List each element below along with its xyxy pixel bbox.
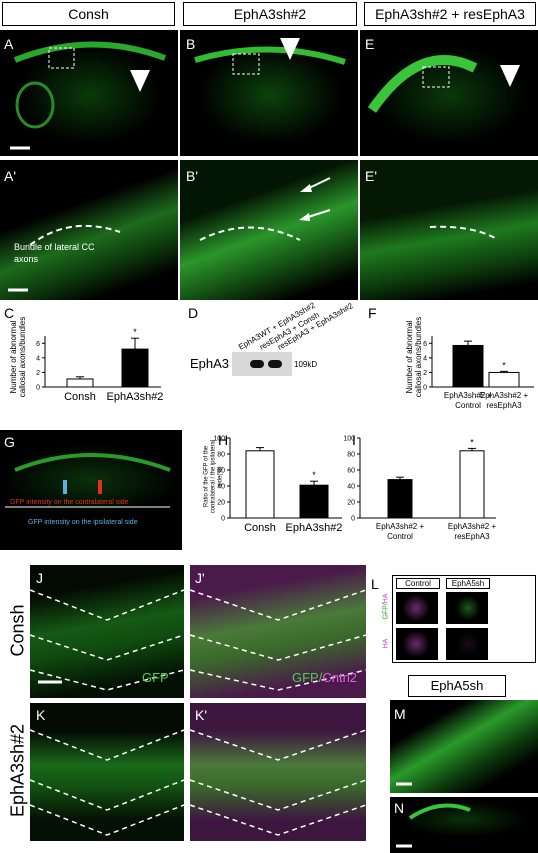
- arrow: [299, 213, 310, 221]
- x-tick-label: EphA3sh#2 + Control: [375, 522, 425, 541]
- dashed-outline: [29, 224, 121, 246]
- dashed-outline: [29, 779, 185, 811]
- header: Consh: [2, 2, 175, 26]
- panel-label: L: [371, 576, 379, 592]
- panel-label: M: [394, 706, 406, 722]
- channel-label: Cntn2: [322, 670, 358, 685]
- header: EphA5sh: [408, 675, 506, 697]
- micrograph: [360, 160, 538, 300]
- micrograph: [190, 703, 366, 841]
- panel-label: K: [36, 707, 46, 723]
- micrograph: [396, 592, 438, 624]
- micrograph: [190, 565, 366, 698]
- axon-tract: [367, 55, 478, 113]
- axon-tract: [194, 46, 346, 65]
- panel-label: F: [368, 305, 377, 321]
- y-axis-label: Ratio of the GFP of the contralateral / …: [203, 439, 224, 514]
- arrow: [300, 184, 312, 192]
- micrograph: [396, 628, 438, 660]
- dashed-outline: [199, 226, 301, 241]
- x-tick-label: EphA3sh#2 + resEphA3: [479, 391, 529, 410]
- micrograph: [30, 565, 184, 698]
- arrowhead: [500, 65, 520, 87]
- header: EphA3sh#2: [183, 2, 357, 26]
- micrograph: [446, 628, 488, 660]
- panel-label: B': [186, 168, 199, 184]
- blot-size: 109kD: [294, 360, 318, 369]
- x-tick-label: Consh: [64, 391, 96, 403]
- panel-label: A: [4, 36, 14, 52]
- axon-tract: [13, 41, 167, 63]
- micrograph: [0, 430, 182, 550]
- g-label: GFP intensity on the ipsilateral side: [28, 519, 138, 526]
- header: EphA3sh#2 + resEphA3: [364, 2, 536, 26]
- axon-tract: [14, 453, 171, 472]
- panel-label: N: [394, 800, 405, 816]
- roi: [63, 480, 67, 494]
- channel-label: GFP/: [292, 670, 323, 685]
- inset-box: [232, 53, 260, 75]
- annotation: Bundle of lateral CC axons: [14, 242, 95, 264]
- roi: [98, 480, 102, 494]
- panel-label: E: [365, 36, 375, 52]
- x-tick-label: Consh: [244, 522, 276, 534]
- x-tick-label: EphA3sh#2 + Control: [443, 391, 493, 410]
- blot-band: [250, 360, 264, 368]
- axon-tract: [408, 803, 471, 820]
- dashed-outline: [29, 589, 185, 621]
- x-tick-label: EphA3sh#2: [285, 522, 343, 534]
- dashed-outline: [189, 804, 367, 836]
- micrograph: [30, 703, 184, 841]
- panel-label: C: [4, 305, 15, 321]
- dashed-outline: [429, 225, 496, 239]
- micrograph: [446, 592, 488, 624]
- inset-box: [48, 47, 75, 69]
- inset-box: [422, 66, 450, 88]
- arrowhead: [130, 70, 150, 92]
- channel-label: GFP: [142, 670, 169, 685]
- arrowhead: [280, 38, 300, 60]
- blot-band: [268, 360, 282, 368]
- dashed-outline: [189, 779, 367, 811]
- panel-frame: [392, 575, 536, 663]
- dashed-outline: [189, 589, 367, 621]
- x-tick-label: EphA3sh#2 + resEphA3: [447, 522, 497, 541]
- panel-label: H: [218, 432, 229, 448]
- micrograph: [390, 700, 538, 793]
- panel-label: B: [186, 36, 196, 52]
- col-label: Control: [396, 578, 440, 589]
- x-tick-label: EphA3sh#2: [106, 391, 164, 403]
- panel-label: J': [195, 570, 205, 586]
- dashed-outline: [29, 729, 185, 761]
- panel-label: D: [188, 305, 199, 321]
- tissue: [15, 81, 55, 129]
- dashed-outline: [189, 729, 367, 761]
- dashed-outline: [189, 634, 367, 661]
- panel-label: E': [365, 168, 378, 184]
- panel-label: J: [36, 570, 43, 586]
- y-axis-label: Number of abnormal callosal axons/bundle…: [9, 316, 27, 398]
- blot-protein: EphA3: [190, 356, 230, 371]
- panel-label: K': [195, 707, 208, 723]
- channel-label: GFP/Cntn2: [292, 670, 357, 685]
- dashed-outline: [189, 669, 367, 691]
- dashed-outline: [29, 804, 185, 836]
- micrograph: [0, 160, 178, 300]
- panel-label: I: [352, 432, 356, 448]
- col-label: EphA5sh: [446, 578, 490, 589]
- panel-label: G: [4, 434, 15, 450]
- g-label: GFP intensity on the contralateral side: [10, 499, 129, 506]
- panel-label: A': [4, 168, 17, 184]
- y-axis-label: Number of abnormal callosal axons/bundle…: [405, 316, 423, 398]
